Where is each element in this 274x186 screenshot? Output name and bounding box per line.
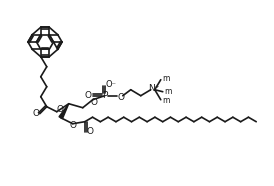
Text: O: O [117, 93, 124, 102]
Text: O: O [86, 127, 93, 136]
Text: O: O [90, 98, 97, 107]
Text: N⁺: N⁺ [148, 84, 159, 93]
Text: O: O [32, 109, 39, 118]
Text: O: O [69, 121, 76, 130]
Polygon shape [59, 104, 69, 119]
Text: m: m [162, 96, 169, 105]
Text: O: O [84, 91, 91, 100]
Text: P: P [102, 91, 107, 100]
Text: m: m [162, 74, 169, 83]
Text: O⁻: O⁻ [105, 80, 116, 89]
Text: m: m [164, 87, 172, 96]
Text: O: O [56, 105, 63, 114]
